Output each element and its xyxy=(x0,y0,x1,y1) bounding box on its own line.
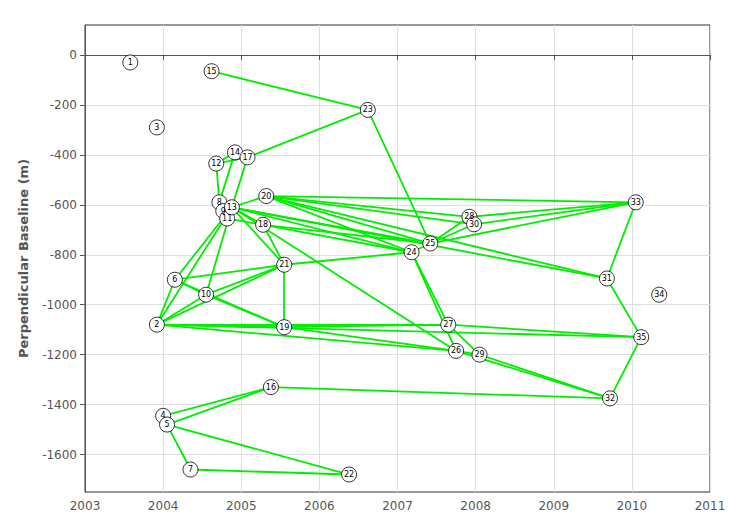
svg-text:2005: 2005 xyxy=(226,499,257,513)
svg-text:5: 5 xyxy=(164,420,169,429)
svg-text:11: 11 xyxy=(222,214,232,223)
svg-text:15: 15 xyxy=(206,67,216,76)
svg-text:0: 0 xyxy=(69,48,77,62)
svg-text:6: 6 xyxy=(172,275,177,284)
svg-text:-1200: -1200 xyxy=(42,348,77,362)
svg-text:19: 19 xyxy=(279,323,289,332)
svg-text:27: 27 xyxy=(443,320,453,329)
svg-text:12: 12 xyxy=(211,159,221,168)
svg-text:2009: 2009 xyxy=(538,499,569,513)
svg-text:2004: 2004 xyxy=(148,499,179,513)
svg-text:23: 23 xyxy=(363,105,373,114)
svg-text:29: 29 xyxy=(474,350,484,359)
svg-text:28: 28 xyxy=(464,212,475,222)
svg-text:35: 35 xyxy=(636,333,646,342)
svg-text:8: 8 xyxy=(217,198,222,207)
svg-text:-200: -200 xyxy=(50,98,77,112)
svg-text:17: 17 xyxy=(242,153,252,162)
svg-text:-400: -400 xyxy=(50,148,77,162)
svg-text:2011: 2011 xyxy=(695,499,726,513)
svg-text:7: 7 xyxy=(188,465,193,474)
svg-text:2010: 2010 xyxy=(617,499,648,513)
svg-text:2: 2 xyxy=(154,320,159,329)
svg-text:30: 30 xyxy=(469,220,479,229)
svg-text:33: 33 xyxy=(631,198,641,207)
svg-text:34: 34 xyxy=(654,290,664,299)
svg-text:20: 20 xyxy=(261,192,271,201)
svg-text:-1600: -1600 xyxy=(42,448,77,462)
svg-text:16: 16 xyxy=(266,383,276,392)
svg-text:-800: -800 xyxy=(50,248,77,262)
svg-text:2003: 2003 xyxy=(70,499,101,513)
svg-text:-1400: -1400 xyxy=(42,398,77,412)
svg-text:18: 18 xyxy=(258,220,268,229)
svg-text:3: 3 xyxy=(154,123,159,132)
svg-text:2007: 2007 xyxy=(382,499,413,513)
svg-text:32: 32 xyxy=(605,394,615,403)
svg-text:26: 26 xyxy=(451,346,461,355)
svg-text:21: 21 xyxy=(279,260,289,269)
svg-text:31: 31 xyxy=(602,274,612,283)
svg-text:2008: 2008 xyxy=(460,499,491,513)
svg-text:-1000: -1000 xyxy=(42,298,77,312)
svg-text:9: 9 xyxy=(220,206,226,216)
svg-text:10: 10 xyxy=(201,290,211,299)
svg-text:24: 24 xyxy=(406,248,416,257)
svg-text:-600: -600 xyxy=(50,198,77,212)
svg-text:4: 4 xyxy=(161,411,166,420)
svg-text:Perpendicular Baseline (m): Perpendicular Baseline (m) xyxy=(16,159,31,358)
svg-text:14: 14 xyxy=(230,148,240,157)
svg-text:1: 1 xyxy=(128,58,133,67)
svg-text:25: 25 xyxy=(425,239,435,248)
svg-text:2006: 2006 xyxy=(304,499,335,513)
svg-text:13: 13 xyxy=(227,203,237,212)
svg-text:22: 22 xyxy=(344,470,354,479)
